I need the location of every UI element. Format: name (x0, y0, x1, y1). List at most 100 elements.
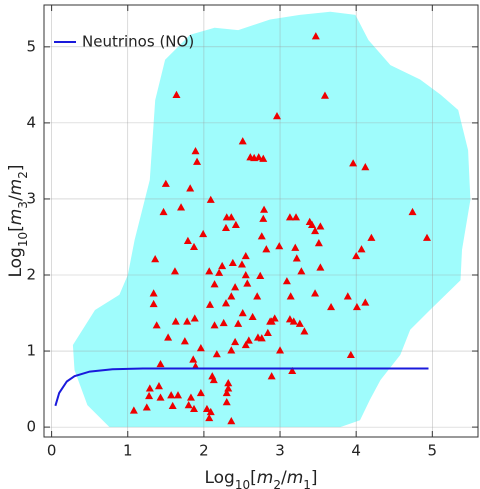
data-point (231, 337, 240, 346)
data-point (151, 255, 160, 263)
data-point (343, 292, 352, 300)
data-point (199, 229, 208, 238)
data-point (206, 195, 215, 203)
axis-label-part: 3 (16, 201, 30, 209)
data-point (311, 289, 320, 297)
data-point (422, 233, 431, 241)
data-point (311, 32, 320, 40)
data-point (189, 355, 198, 363)
data-point (142, 403, 151, 411)
x-tick-label: 0 (47, 442, 57, 460)
data-point (349, 159, 358, 167)
data-point (300, 327, 309, 335)
data-point (206, 407, 215, 416)
data-point (291, 243, 300, 251)
data-point (361, 298, 370, 306)
data-point (164, 333, 173, 341)
data-point (254, 153, 263, 161)
data-point (218, 261, 227, 270)
data-point (167, 391, 176, 399)
axis-label-part: Log (204, 468, 234, 488)
x-tick-label: 2 (199, 442, 209, 460)
data-point (177, 203, 186, 211)
data-point (357, 245, 366, 253)
data-point (367, 233, 376, 241)
data-point (193, 157, 202, 165)
y-tick-label: 5 (26, 37, 36, 55)
data-point (159, 207, 168, 216)
data-point (184, 401, 193, 409)
data-point (222, 398, 231, 406)
data-point (189, 242, 198, 251)
axis-label-part: Log (6, 247, 26, 277)
data-point (154, 382, 163, 390)
data-point (227, 417, 236, 425)
data-point (212, 350, 221, 358)
data-point (161, 179, 170, 187)
data-point (263, 328, 272, 337)
axis-label-part: m (6, 209, 26, 226)
data-point (276, 346, 285, 354)
data-point (222, 388, 231, 397)
data-point (253, 292, 262, 300)
x-tick-label: 3 (275, 442, 285, 460)
data-point (171, 317, 180, 325)
data-point (311, 226, 320, 235)
data-point (172, 90, 181, 98)
data-point (238, 137, 247, 145)
data-point (183, 317, 192, 325)
data-point (286, 292, 295, 300)
data-point (270, 314, 279, 322)
data-point (210, 321, 219, 329)
y-tick-label: 2 (26, 266, 36, 284)
data-point (183, 236, 192, 244)
data-point (297, 267, 306, 275)
axis-label-part: 2 (16, 171, 30, 179)
data-point (231, 220, 240, 229)
x-tick-label: 1 (123, 442, 133, 460)
data-point (209, 375, 218, 384)
data-point (238, 309, 247, 317)
data-point (186, 393, 195, 401)
data-point (316, 263, 325, 271)
legend-label: Neutrinos (NO) (82, 33, 194, 51)
data-point (257, 334, 266, 342)
data-point (244, 336, 253, 344)
data-point (219, 318, 228, 327)
data-point (221, 299, 230, 307)
data-point (149, 299, 158, 308)
data-point (224, 384, 233, 392)
data-point (352, 302, 361, 311)
data-point (241, 251, 250, 260)
axis-label-part: [ (6, 225, 26, 232)
xlabel_parts: Log10[m2/m1] (204, 468, 317, 489)
data-point (262, 245, 271, 253)
axis-label-part: m (6, 179, 26, 196)
y-tick-label: 4 (26, 113, 36, 131)
data-point (316, 222, 325, 230)
data-point (248, 312, 257, 321)
ylabel_parts: Log10[m3/m2] (6, 164, 30, 277)
data-point (352, 251, 361, 260)
data-point (149, 289, 158, 297)
data-point (237, 260, 246, 268)
data-point (285, 315, 294, 323)
data-point (267, 372, 276, 380)
data-point (361, 163, 370, 171)
data-point (327, 302, 336, 311)
data-point (285, 213, 294, 221)
allowed-region (72, 11, 471, 428)
data-point (202, 404, 211, 413)
data-point (227, 292, 236, 300)
axis-label-part: 1 (303, 478, 311, 489)
data-point (292, 254, 301, 262)
axis-label-part: ] (311, 468, 318, 488)
data-point (227, 213, 236, 221)
data-point (205, 300, 214, 308)
data-point (243, 279, 252, 287)
data-point (241, 271, 250, 279)
axis-label-part: m (287, 468, 304, 488)
data-point (256, 271, 265, 279)
data-point (129, 406, 138, 414)
